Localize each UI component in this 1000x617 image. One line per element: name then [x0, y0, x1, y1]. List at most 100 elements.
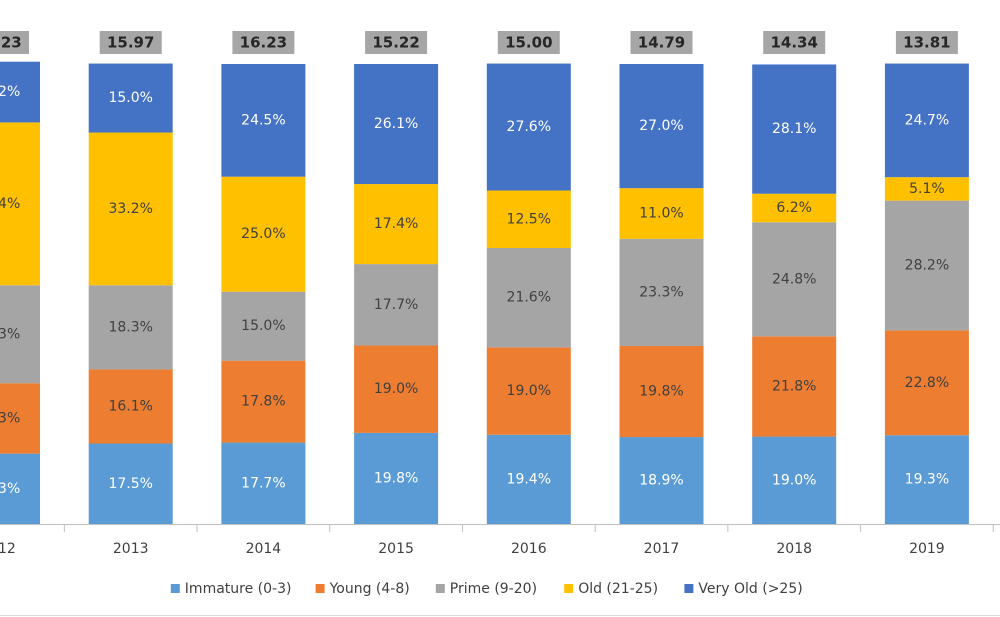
data-label: 21.6% [507, 290, 551, 306]
data-label: 21.8% [772, 378, 816, 394]
bar-segment [0, 453, 40, 524]
bar-segment [88, 63, 173, 133]
bar-segment [486, 63, 571, 191]
data-label: 28.1% [772, 121, 816, 137]
data-label: 13.2% [0, 84, 20, 100]
bar-segment [221, 442, 306, 524]
x-tick-label: 2013 [113, 541, 149, 557]
data-label: 35.4% [0, 196, 20, 212]
data-label: 15.0% [241, 318, 285, 334]
data-label: 19.8% [374, 470, 418, 486]
data-label: 19.0% [507, 383, 551, 399]
bar-segment [619, 64, 704, 189]
data-label: 17.8% [241, 394, 285, 410]
data-label: 12.5% [507, 211, 551, 227]
bar-segment [88, 369, 173, 444]
bar-segment [752, 193, 837, 223]
total-label: 13.81 [903, 34, 950, 52]
data-label: 17.7% [374, 297, 418, 313]
bar-segment [884, 435, 969, 524]
total-label: 15.23 [0, 34, 22, 52]
bar-segment [619, 437, 704, 524]
data-label: 15.3% [0, 481, 20, 497]
bar-segment [486, 190, 571, 248]
bar-segment [884, 200, 969, 331]
x-tick-label: 2014 [246, 541, 282, 557]
data-label: 27.0% [639, 118, 683, 134]
bar-segment [0, 122, 40, 286]
data-label: 19.4% [507, 471, 551, 487]
data-label: 15.0% [108, 90, 152, 106]
x-tick-label: 2016 [511, 541, 547, 557]
bar-segment [354, 64, 439, 185]
bar-segment [354, 184, 439, 265]
data-label: 17.5% [108, 476, 152, 492]
bar-segment [619, 345, 704, 438]
bar-segment [88, 285, 173, 370]
total-box [99, 31, 162, 54]
bar-segment [0, 383, 40, 454]
bar-segment [486, 248, 571, 348]
legend-swatch [684, 584, 694, 593]
x-tick-label: 2015 [378, 541, 414, 557]
total-label: 15.00 [505, 34, 552, 52]
bar-segment [354, 432, 439, 524]
total-box [763, 31, 826, 54]
legend-swatch [564, 584, 574, 593]
bar-segment [619, 238, 704, 346]
data-label: 23.3% [639, 284, 683, 300]
data-label: 11.0% [639, 206, 683, 222]
total-box [232, 31, 295, 54]
legend-label: Immature (0-3) [185, 581, 292, 597]
data-label: 17.4% [374, 216, 418, 232]
total-label: 14.79 [638, 34, 685, 52]
data-label: 24.8% [772, 271, 816, 287]
legend-label: Old (21-25) [578, 581, 658, 597]
bar-segment [354, 345, 439, 433]
data-label: 17.7% [241, 475, 285, 491]
data-label: 19.0% [772, 472, 816, 488]
data-label: 24.5% [241, 112, 285, 128]
legend-swatch [315, 584, 325, 593]
bar-segment [88, 443, 173, 524]
bar-segment [221, 360, 306, 443]
data-label: 19.3% [905, 472, 949, 488]
bar-segment [884, 330, 969, 436]
total-box [497, 31, 560, 54]
bar-segment [752, 336, 837, 437]
x-tick-label: 2019 [909, 541, 945, 557]
x-tick-label: 2017 [644, 541, 680, 557]
legend-swatch [435, 584, 445, 593]
bar-segment [486, 434, 571, 524]
bar-segment [752, 222, 837, 337]
x-tick-label: 2012 [0, 541, 16, 557]
bar-segment [486, 347, 571, 435]
total-box [895, 31, 958, 54]
bar-segment [0, 61, 40, 123]
bar-segment [0, 285, 40, 384]
total-box [0, 31, 29, 54]
total-label: 15.97 [107, 34, 154, 52]
data-label: 22.8% [905, 375, 949, 391]
total-box [630, 31, 693, 54]
data-label: 26.1% [374, 116, 418, 132]
x-tick-label: 2018 [776, 541, 812, 557]
bar-segment [884, 63, 969, 178]
data-label: 19.0% [374, 381, 418, 397]
legend-label: Very Old (>25) [698, 581, 802, 597]
total-label: 15.22 [372, 34, 419, 52]
data-label: 27.6% [507, 119, 551, 135]
total-label: 14.34 [770, 34, 817, 52]
legend-label: Young (4-8) [329, 581, 410, 597]
total-box [365, 31, 428, 54]
data-label: 18.9% [639, 473, 683, 489]
data-label: 33.2% [108, 201, 152, 217]
data-label: 5.1% [909, 181, 945, 197]
data-label: 24.7% [905, 112, 949, 128]
data-label: 25.0% [241, 226, 285, 242]
data-label: 28.2% [905, 257, 949, 273]
bar-segment [619, 188, 704, 239]
bar-segment [752, 436, 837, 524]
data-label: 18.3% [108, 319, 152, 335]
data-label: 15.3% [0, 410, 20, 426]
